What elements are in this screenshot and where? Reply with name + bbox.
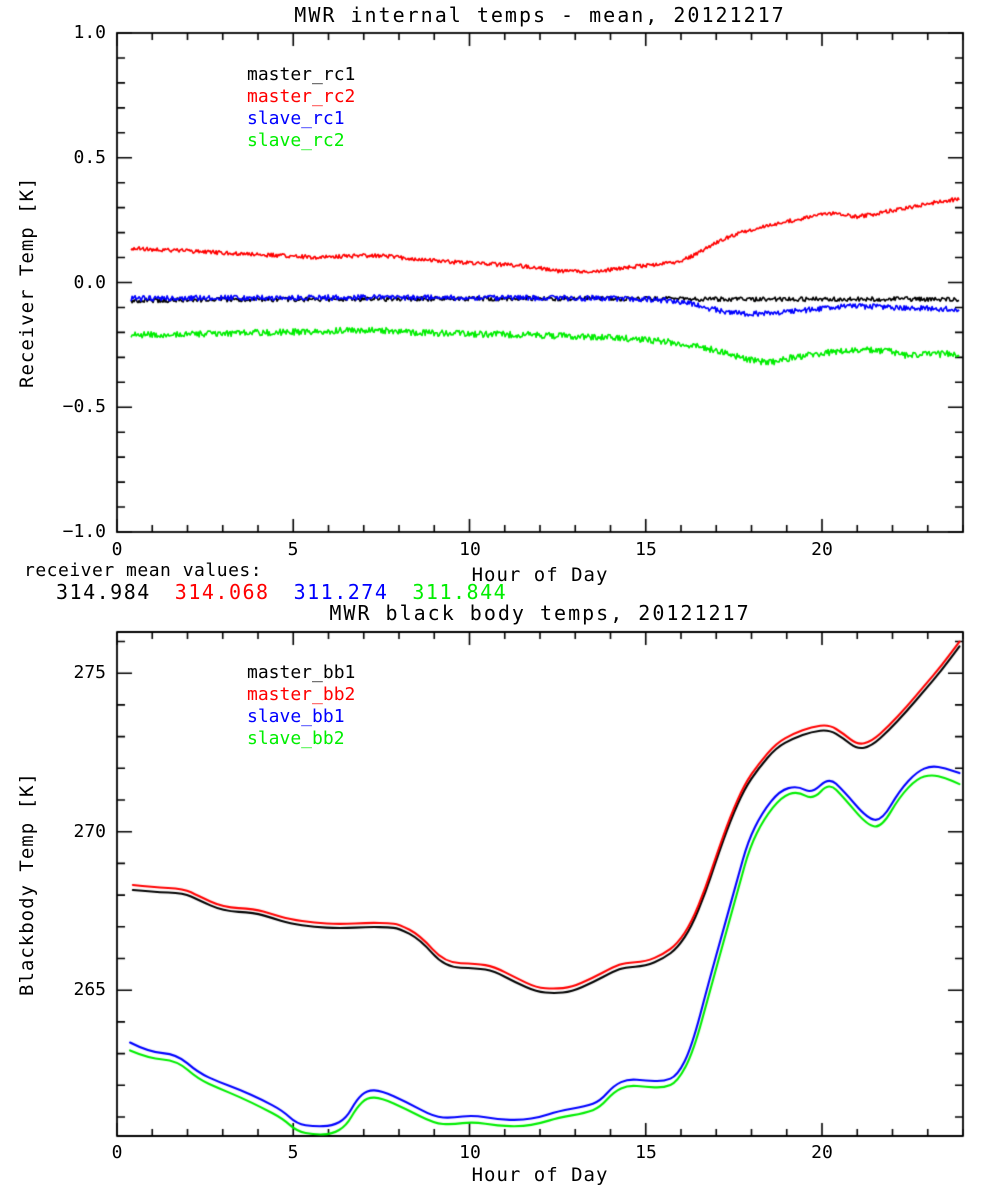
legend-entry-master_rc2: master_rc2 xyxy=(247,86,356,107)
receiver-mean-values-label: receiver mean values: xyxy=(24,560,263,581)
chart1-x-tick-20: 20 xyxy=(811,539,833,560)
receiver-mean-value: 311.274 xyxy=(293,580,389,604)
chart1-title: MWR internal temps - mean, 20121217 xyxy=(294,3,786,27)
chart1-x-tick-0: 0 xyxy=(111,539,123,560)
legend-entry-master_bb2: master_bb2 xyxy=(247,684,356,705)
chart1-y-tick-1.0: 1.0 xyxy=(73,22,106,43)
receiver-mean-value: 314.984 xyxy=(56,580,151,604)
chart1-x-axis-label: Hour of Day xyxy=(471,564,609,586)
chart2-x-axis-label: Hour of Day xyxy=(471,1164,609,1186)
legend-entry-master_bb1: master_bb1 xyxy=(247,662,356,683)
chart2-y-tick-270: 270 xyxy=(73,821,106,842)
chart2-x-tick-15: 15 xyxy=(635,1142,657,1163)
chart1-x-tick-15: 15 xyxy=(635,539,657,560)
chart1-x-tick-10: 10 xyxy=(459,539,481,560)
chart2-y-axis-label: Blackbody Temp [K] xyxy=(16,772,38,996)
legend-entry-slave_bb1: slave_bb1 xyxy=(247,706,345,727)
chart2-x-tick-10: 10 xyxy=(459,1142,481,1163)
chart1-y-tick-−0.5: −0.5 xyxy=(62,396,106,417)
chart2-x-tick-5: 5 xyxy=(287,1142,299,1163)
legend-entry-slave_bb2: slave_bb2 xyxy=(247,728,345,749)
chart1-y-tick-−1.0: −1.0 xyxy=(62,521,106,542)
receiver-mean-value: 314.068 xyxy=(174,580,270,604)
chart2-y-tick-275: 275 xyxy=(73,662,106,683)
receiver-mean-value: 311.844 xyxy=(412,580,508,604)
legend-entry-slave_rc1: slave_rc1 xyxy=(247,108,345,129)
legend-entry-slave_rc2: slave_rc2 xyxy=(247,130,345,151)
chart2-y-tick-265: 265 xyxy=(73,979,106,1000)
chart2-x-tick-20: 20 xyxy=(811,1142,833,1163)
chart1-y-tick-0.5: 0.5 xyxy=(73,147,106,168)
chart1-y-tick-0.0: 0.0 xyxy=(73,272,106,293)
chart2-title: MWR black body temps, 20121217 xyxy=(329,601,751,625)
legend-entry-master_rc1: master_rc1 xyxy=(247,64,356,85)
receiver-mean-values-row: 314.984 314.068 311.274 311.844 xyxy=(56,580,507,604)
chart2-x-tick-0: 0 xyxy=(111,1142,123,1163)
chart1-x-tick-5: 5 xyxy=(287,539,299,560)
